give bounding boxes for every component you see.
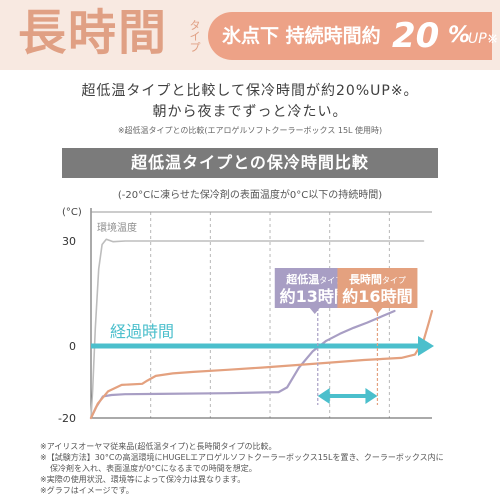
annotation-2-type-label: 長時間タイプ [349, 272, 406, 286]
annotation-2-box [337, 268, 418, 314]
lead-line-2: 朝から夜までずっと冷たい。 [152, 104, 348, 120]
headline-tag-percent: % [448, 23, 471, 48]
footnote-4: ※実際の使用状況、環境等によって保冷力は異なります。 [40, 475, 246, 484]
footnotes: ※アイリスオーヤマ従来品(超低温タイプ)と長時間タイプの比較。 ※【試験方法】3… [40, 441, 485, 496]
y-tick-label-30: 30 [62, 235, 76, 248]
section-title: 超低温タイプとの保冷時間比較 [131, 153, 369, 172]
y-tick-label-minus-20: -20 [58, 412, 76, 425]
annotation-1-type-label: 超低温タイプ [285, 272, 343, 286]
footnote-3: 保冷剤を入れ、表面温度が0°Cになるまでの時間を想定。 [50, 464, 257, 473]
ultra-low-type-line [89, 309, 396, 420]
headline-tag-text: 氷点下 持続時間約 [222, 25, 381, 47]
difference-arrow-left-head [317, 388, 330, 404]
section-title-band [62, 148, 438, 178]
annotation-1-duration-label: 約13時間 [280, 287, 350, 306]
headline-tag-number: 20 [392, 16, 440, 56]
chart-subtitle: (-20°Cに凍らせた保冷剤の表面温度が0°C以下の持続時間) [117, 190, 383, 201]
lead-line-1: 超低温タイプと比較して保冷時間が約20%UP※。 [81, 83, 419, 99]
y-tick-label-0: 0 [69, 340, 76, 353]
headline-title: 長時間 [18, 5, 169, 61]
footnote-5: ※グラフはイメージです。 [40, 486, 134, 495]
annotation-2-duration-label: 約16時間 [342, 287, 412, 306]
long-type-line [89, 309, 434, 420]
annotation-1-box [274, 268, 355, 314]
headline-ruby: タイプ [189, 19, 201, 54]
x-axis-label: 経過時間 [110, 322, 174, 341]
top-note: ※超低温タイプとの比較(エアロゲルソフトクーラーボックス 15L 使用時) [117, 126, 383, 135]
ambient-series-label: 環境温度 [97, 221, 137, 234]
y-axis-unit: (°C) [62, 207, 82, 218]
ambient-line [90, 238, 425, 419]
difference-arrow-right-head [365, 388, 378, 404]
headline-tag-up: UP※ [468, 31, 499, 47]
footnote-2: ※【試験方法】30°Cの高温環境にHUGELエアロゲルソフトクーラーボックス15… [40, 453, 444, 462]
headline-tag [208, 12, 492, 60]
elapsed-time-arrow-head [418, 336, 434, 356]
footnote-1: ※アイリスオーヤマ従来品(超低温タイプ)と長時間タイプの比較。 [40, 442, 277, 451]
